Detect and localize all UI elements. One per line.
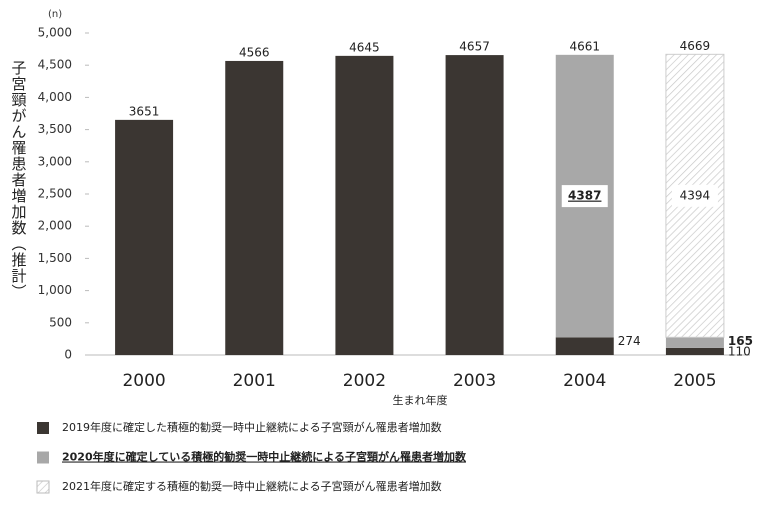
- legend-swatch: [37, 451, 49, 464]
- x-tick-label: 2000: [122, 371, 165, 391]
- segment-label: 110: [728, 344, 751, 358]
- x-tick-label: 2003: [453, 371, 496, 391]
- bar-segment: [225, 60, 284, 356]
- y-axis-label: 子宮頸がん罹患者増加数（推計）: [10, 60, 28, 300]
- y-tick-label: 3,500: [38, 122, 72, 136]
- total-label: 4566: [239, 45, 270, 59]
- total-label: 4669: [680, 39, 711, 53]
- y-tick-label: 3,000: [38, 154, 72, 168]
- x-axis-label: 生まれ年度: [393, 393, 448, 407]
- segment-label: 165: [728, 334, 753, 348]
- bar-segment: [665, 337, 724, 348]
- y-tick-label: 0: [64, 348, 72, 362]
- bar-segment: [335, 55, 394, 355]
- y-tick-label: 500: [49, 315, 72, 329]
- segment-label: 4394: [680, 188, 711, 202]
- bar-segment: [555, 337, 614, 355]
- legend-label: 2019年度に確定した積極的勧奨一時中止継続による子宮頸がん罹患者増加数: [62, 420, 442, 434]
- segment-label-group: 4387: [561, 185, 608, 208]
- x-tick-label: 2005: [673, 371, 716, 391]
- legend-label: 2021年度に確定する積極的勧奨一時中止継続による子宮頸がん罹患者増加数: [62, 479, 442, 493]
- y-tick-label: 4,500: [38, 58, 72, 72]
- unit-label: (n): [48, 9, 62, 20]
- y-tick-label: 1,500: [38, 251, 72, 265]
- legend-label: 2020年度に確定している積極的勧奨一時中止継続による子宮頸がん罹患者増加数: [62, 450, 467, 464]
- y-tick-label: 2,000: [38, 219, 72, 233]
- y-tick-label: 5,000: [38, 26, 72, 40]
- y-tick-label: 4,000: [38, 90, 72, 104]
- total-label: 4657: [459, 40, 490, 54]
- total-label: 4645: [349, 40, 380, 54]
- legend-swatch: [37, 422, 49, 434]
- x-tick-label: 2001: [233, 371, 276, 391]
- total-label: 3651: [129, 104, 160, 118]
- label-box: [561, 185, 608, 208]
- segment-label-group: 4394: [671, 184, 718, 207]
- segment-label: 274: [618, 334, 641, 348]
- y-tick-label: 2,500: [38, 187, 72, 201]
- x-tick-label: 2004: [563, 371, 606, 391]
- y-tick-label: 1,000: [38, 283, 72, 297]
- total-label: 4661: [569, 39, 600, 53]
- label-box: [671, 184, 718, 207]
- segment-label: 4387: [568, 189, 601, 203]
- legend-swatch: [36, 480, 50, 494]
- bar-segment: [445, 55, 504, 355]
- bar-segment: [665, 347, 724, 355]
- x-tick-label: 2002: [343, 371, 386, 391]
- bar-segment: [115, 119, 174, 355]
